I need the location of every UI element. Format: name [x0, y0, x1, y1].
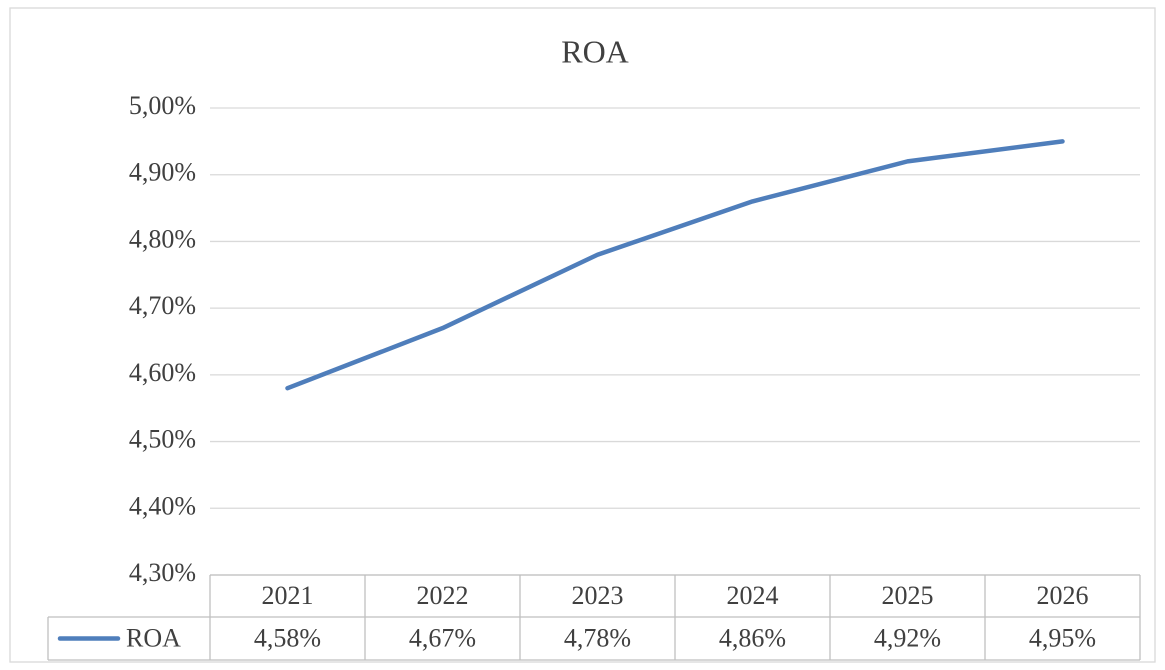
legend-label: ROA [126, 623, 181, 652]
chart-title: ROA [561, 33, 629, 69]
y-tick-label: 4,80% [129, 224, 196, 253]
y-tick-label: 4,30% [129, 558, 196, 587]
y-tick-label: 4,90% [129, 158, 196, 187]
series-line [285, 139, 1065, 391]
chart-border [9, 7, 1156, 663]
x-tick-label: 2025 [882, 581, 934, 610]
y-tick-label: 4,60% [129, 358, 196, 387]
y-tick-label: 5,00% [129, 91, 196, 120]
x-tick-label: 2026 [1037, 581, 1089, 610]
data-table-value: 4,95% [1029, 623, 1096, 652]
x-tick-label: 2021 [262, 581, 314, 610]
data-table-value: 4,92% [874, 623, 941, 652]
data-table-value: 4,86% [719, 623, 786, 652]
data-table-value: 4,67% [409, 623, 476, 652]
data-table-value: 4,58% [254, 623, 321, 652]
y-tick-label: 4,40% [129, 491, 196, 520]
x-tick-label: 2022 [417, 581, 469, 610]
y-tick-label: 4,50% [129, 425, 196, 454]
x-tick-label: 2023 [572, 581, 624, 610]
x-tick-label: 2024 [727, 581, 779, 610]
y-tick-label: 4,70% [129, 291, 196, 320]
data-table-value: 4,78% [564, 623, 631, 652]
